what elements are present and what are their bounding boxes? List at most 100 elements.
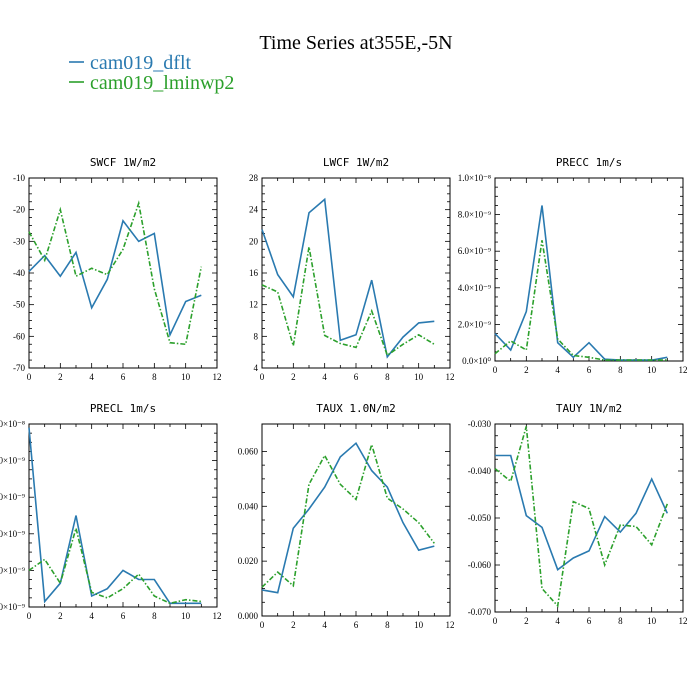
panel-title: SWCF 1W/m2 <box>90 156 156 169</box>
series-line-cam019_dflt <box>261 441 435 594</box>
y-tick-label: -60 <box>13 331 25 341</box>
x-tick-label: 4 <box>555 616 560 626</box>
x-tick-label: 4 <box>322 620 327 630</box>
series-line-cam019_dflt <box>261 197 435 359</box>
y-tick-label: -10 <box>13 173 25 183</box>
series-line-cam019_lminwp2 <box>494 426 669 608</box>
panel-4: TAUX 1.0N/m2 0 2 4 6 8 10 12 0.060 0.040 0.020 0.00… <box>238 402 455 630</box>
x-tick-label: 8 <box>152 611 157 621</box>
x-tick-label: 2 <box>58 372 63 382</box>
y-tick-label: 0×10⁻⁹ <box>0 529 25 539</box>
x-tick-label: 6 <box>587 616 592 626</box>
y-tick-label: 12 <box>249 300 258 310</box>
x-tick-label: 0 <box>27 611 32 621</box>
y-tick-label: 8 <box>254 331 259 341</box>
y-tick-label: -0.050 <box>468 513 492 523</box>
y-tick-label: 0×10⁻⁹ <box>0 456 25 466</box>
x-tick-label: 8 <box>385 620 390 630</box>
y-tick-label: -20 <box>13 205 25 215</box>
x-tick-label: 10 <box>414 620 424 630</box>
y-tick-label: -30 <box>13 236 25 246</box>
x-tick-label: 0 <box>27 372 32 382</box>
x-tick-label: 4 <box>555 365 560 375</box>
x-tick-label: 12 <box>213 372 222 382</box>
panels: SWCF 1W/m20 2 4 6 8 10 12-10-20-30-40-50-60-70… <box>0 156 688 630</box>
x-tick-label: 4 <box>89 372 94 382</box>
series-line-cam019_lminwp2 <box>28 200 203 346</box>
panel-title: LWCF 1W/m2 <box>323 156 389 169</box>
y-tick-label: -0.040 <box>468 466 492 476</box>
y-tick-label: -40 <box>13 268 25 278</box>
x-tick-label: 6 <box>354 620 359 630</box>
series-line-cam019_lminwp2 <box>494 240 668 361</box>
x-tick-label: 0 <box>260 372 265 382</box>
series-line-cam019_dflt <box>28 219 202 338</box>
panel-0: SWCF 1W/m2 0 2 4 6 8 10 12 -10 -20 -30 -40 -50 -60 -70 <box>13 156 222 382</box>
x-tick-label: 10 <box>181 372 191 382</box>
x-tick-label: 2 <box>524 365 529 375</box>
legend-label-dflt: cam019_dflt <box>90 52 192 74</box>
y-tick-label: 2.0×10⁻⁹ <box>458 319 491 329</box>
y-tick-label: 0×10⁻⁹ <box>0 565 25 575</box>
x-tick-label: 4 <box>322 372 327 382</box>
panel-title: PRECL 1m/s <box>90 402 156 415</box>
y-tick-label: 0.0×10⁰ <box>462 356 491 366</box>
x-tick-label: 8 <box>618 616 623 626</box>
x-tick-label: 6 <box>587 365 592 375</box>
y-tick-label: -0.030 <box>468 419 492 429</box>
x-tick-label: 12 <box>213 611 222 621</box>
y-tick-label: -0.060 <box>468 560 492 570</box>
plot-frame <box>261 177 451 369</box>
x-tick-label: 6 <box>121 611 126 621</box>
x-tick-label: 10 <box>181 611 191 621</box>
y-tick-label: 20 <box>249 236 259 246</box>
x-tick-label: 6 <box>121 372 126 382</box>
x-tick-label: 2 <box>291 372 296 382</box>
x-tick-label: 6 <box>354 372 359 382</box>
panel-title: TAUX 1.0N/m2 <box>316 402 395 415</box>
x-tick-label: 2 <box>58 611 63 621</box>
plot-frame <box>261 423 451 617</box>
y-tick-label: 0.040 <box>238 501 259 511</box>
x-tick-label: 4 <box>89 611 94 621</box>
y-tick-label: 0.020 <box>238 556 259 566</box>
panel-3: PRECL 1m/s 0 2 4 6 8 10 12 0×10⁻⁸ 0×10⁻⁹ 0×10⁻⁹ 0×1… <box>0 402 222 621</box>
series-line-cam019_dflt <box>28 427 202 605</box>
y-tick-label: 0.000 <box>238 611 259 621</box>
x-tick-label: 12 <box>446 372 455 382</box>
y-tick-label: 6.0×10⁻⁹ <box>458 246 491 256</box>
series-line-cam019_lminwp2 <box>261 246 435 357</box>
x-tick-label: 12 <box>679 365 688 375</box>
panel-5: TAUY 1N/m2 0 2 4 6 8 10 12 -0.030 -0.040 -0.050 -0.… <box>468 402 688 626</box>
y-tick-label: 28 <box>249 173 259 183</box>
plot-frame <box>494 177 684 362</box>
y-tick-label: -50 <box>13 300 25 310</box>
legend: cam019_dflt cam019_lminwp2 <box>69 52 234 94</box>
x-tick-label: 8 <box>152 372 157 382</box>
legend-label-lminwp2: cam019_lminwp2 <box>90 72 234 94</box>
y-tick-label: 0×10⁻⁹ <box>0 602 25 612</box>
panel-title: PRECC 1m/s <box>556 156 622 169</box>
x-tick-label: 0 <box>260 620 265 630</box>
y-tick-label: 16 <box>249 268 259 278</box>
panel-2: PRECC 1m/s 0 2 4 6 8 10 12 1.0×10⁻⁸ 8.0×10⁻⁹ 6.0×1… <box>458 156 688 375</box>
y-tick-label: 24 <box>249 205 259 215</box>
x-tick-label: 2 <box>524 616 529 626</box>
series-line-cam019_lminwp2 <box>261 441 435 588</box>
x-tick-label: 10 <box>414 372 424 382</box>
x-tick-label: 10 <box>647 616 657 626</box>
series-line-cam019_lminwp2 <box>28 525 202 605</box>
x-tick-label: 0 <box>493 616 498 626</box>
series-line-cam019_dflt <box>494 205 668 361</box>
y-tick-label: 4 <box>254 363 259 373</box>
x-tick-label: 12 <box>446 620 455 630</box>
y-tick-label: 0×10⁻⁹ <box>0 492 25 502</box>
panel-title: TAUY 1N/m2 <box>556 402 622 415</box>
figure-title: Time Series at355E,-5N <box>259 32 452 54</box>
x-tick-label: 0 <box>493 365 498 375</box>
y-tick-label: -70 <box>13 363 25 373</box>
y-tick-label: 1.0×10⁻⁸ <box>458 173 491 183</box>
y-tick-label: -0.070 <box>468 607 492 617</box>
